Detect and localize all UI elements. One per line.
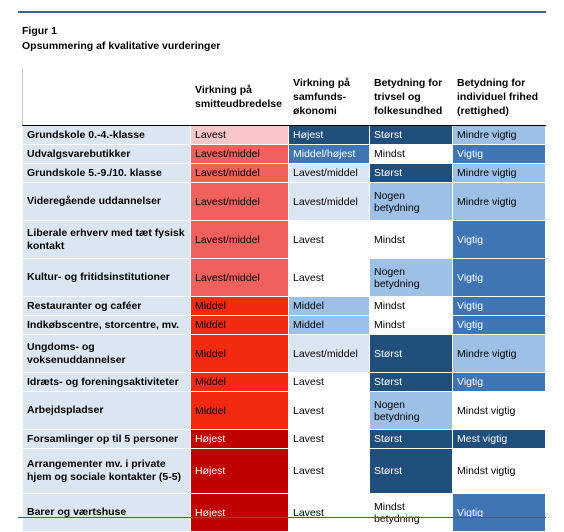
bottom-rule xyxy=(18,517,546,518)
cell-wellbeing: Størst xyxy=(369,429,453,449)
cell-economy: Middel xyxy=(288,315,370,335)
figure-title: Opsummering af kvalitative vurderinger xyxy=(22,40,221,52)
cell-spread: Middel xyxy=(190,334,289,373)
cell-freedom: Vigtig xyxy=(452,372,546,392)
row-label: Videregående uddannelser xyxy=(22,182,191,221)
cell-wellbeing: Størst xyxy=(369,334,453,373)
row-label: Forsamlinger op til 5 personer xyxy=(22,429,191,449)
row-label: Liberale erhverv med tæt fysisk kontakt xyxy=(22,220,191,259)
row-label: Barer og værtshuse xyxy=(22,493,191,532)
cell-freedom: Mest vigtig xyxy=(452,429,546,449)
cell-economy: Lavest/middel xyxy=(288,334,370,373)
cell-spread: Højest xyxy=(190,493,289,532)
cell-spread: Lavest/middel xyxy=(190,220,289,259)
cell-spread: Lavest/middel xyxy=(190,163,289,183)
cell-economy: Lavest xyxy=(288,220,370,259)
cell-economy: Lavest xyxy=(288,391,370,430)
corner-cell xyxy=(22,68,191,126)
column-header-spread: Virkning på smitteudbredelse xyxy=(190,68,289,126)
cell-wellbeing: Mindst xyxy=(369,144,453,164)
cell-economy: Højest xyxy=(288,125,370,145)
top-rule xyxy=(18,11,546,13)
header-row: Virkning på smitteudbredelse Virkning på… xyxy=(22,68,546,126)
cell-economy: Lavest xyxy=(288,448,370,494)
cell-wellbeing: Mindst xyxy=(369,315,453,335)
cell-freedom: Vigtig xyxy=(452,220,546,259)
cell-spread: Lavest/middel xyxy=(190,258,289,297)
cell-freedom: Mindst vigtig xyxy=(452,448,546,494)
table-row: Grundskole 5.-9./10. klasse Lavest/midde… xyxy=(22,163,546,183)
cell-freedom: Vigtig xyxy=(452,296,546,316)
cell-spread: Lavest/middel xyxy=(190,144,289,164)
cell-spread: Middel xyxy=(190,391,289,430)
cell-wellbeing: Nogen betydning xyxy=(369,182,453,221)
row-label: Kultur- og fritidsinstitutioner xyxy=(22,258,191,297)
table-row: Grundskole 0.-4.-klasse Lavest Højest St… xyxy=(22,125,546,145)
row-label: Indkøbscentre, storcentre, mv. xyxy=(22,315,191,335)
table-row: Videregående uddannelser Lavest/middel L… xyxy=(22,182,546,221)
row-label: Grundskole 5.-9./10. klasse xyxy=(22,163,191,183)
column-header-wellbeing: Betydning for trivsel og folkesundhed xyxy=(369,68,453,126)
row-label: Ungdoms- og voksenuddannelser xyxy=(22,334,191,373)
cell-economy: Lavest/middel xyxy=(288,163,370,183)
cell-economy: Lavest xyxy=(288,429,370,449)
cell-freedom: Vigtig xyxy=(452,315,546,335)
row-label: Idræts- og foreningsaktiviteter xyxy=(22,372,191,392)
table-row: Kultur- og fritidsinstitutioner Lavest/m… xyxy=(22,258,546,297)
cell-spread: Højest xyxy=(190,448,289,494)
cell-freedom: Vigtig xyxy=(452,258,546,297)
table-row: Udvalgsvarebutikker Lavest/middel Middel… xyxy=(22,144,546,164)
cell-spread: Middel xyxy=(190,296,289,316)
cell-freedom: Mindre vigtig xyxy=(452,334,546,373)
row-label: Arrangementer mv. i private hjem og soci… xyxy=(22,448,191,494)
cell-wellbeing: Nogen betydning xyxy=(369,391,453,430)
table-row: Indkøbscentre, storcentre, mv. Middel Mi… xyxy=(22,315,546,335)
cell-economy: Lavest xyxy=(288,258,370,297)
cell-wellbeing: Mindst xyxy=(369,220,453,259)
figure-label: Figur 1 xyxy=(22,25,58,37)
cell-economy: Lavest/middel xyxy=(288,182,370,221)
cell-freedom: Vigtig xyxy=(452,493,546,532)
cell-economy: Middel/højest xyxy=(288,144,370,164)
column-header-economy: Virkning på samfunds-økonomi xyxy=(288,68,370,126)
cell-freedom: Mindre vigtig xyxy=(452,163,546,183)
table-row: Arbejdspladser Middel Lavest Nogen betyd… xyxy=(22,391,546,430)
cell-freedom: Vigtig xyxy=(452,144,546,164)
cell-economy: Lavest xyxy=(288,493,370,532)
column-header-freedom: Betydning for individuel frihed (rettigh… xyxy=(452,68,546,126)
table-row: Liberale erhverv med tæt fysisk kontakt … xyxy=(22,220,546,259)
table-row: Restauranter og caféer Middel Middel Min… xyxy=(22,296,546,316)
row-label: Arbejdspladser xyxy=(22,391,191,430)
cell-wellbeing: Nogen betydning xyxy=(369,258,453,297)
table-row: Ungdoms- og voksenuddannelser Middel Lav… xyxy=(22,334,546,373)
table-row: Barer og værtshuse Højest Lavest Mindst … xyxy=(22,493,546,532)
cell-spread: Middel xyxy=(190,372,289,392)
table-row: Forsamlinger op til 5 personer Højest La… xyxy=(22,429,546,449)
cell-spread: Lavest/middel xyxy=(190,182,289,221)
cell-economy: Lavest xyxy=(288,372,370,392)
cell-wellbeing: Mindst xyxy=(369,296,453,316)
cell-wellbeing: Størst xyxy=(369,448,453,494)
cell-freedom: Mindst vigtig xyxy=(452,391,546,430)
cell-wellbeing: Mindst betydning xyxy=(369,493,453,532)
cell-spread: Middel xyxy=(190,315,289,335)
row-label: Restauranter og caféer xyxy=(22,296,191,316)
cell-spread: Højest xyxy=(190,429,289,449)
row-label: Udvalgsvarebutikker xyxy=(22,144,191,164)
table-row: Arrangementer mv. i private hjem og soci… xyxy=(22,448,546,494)
cell-wellbeing: Størst xyxy=(369,372,453,392)
cell-wellbeing: Størst xyxy=(369,125,453,145)
cell-freedom: Mindre vigtig xyxy=(452,182,546,221)
cell-spread: Lavest xyxy=(190,125,289,145)
cell-economy: Middel xyxy=(288,296,370,316)
cell-freedom: Mindre vigtig xyxy=(452,125,546,145)
row-label: Grundskole 0.-4.-klasse xyxy=(22,125,191,145)
assessment-table: Virkning på smitteudbredelse Virkning på… xyxy=(22,68,546,532)
cell-wellbeing: Størst xyxy=(369,163,453,183)
table-row: Idræts- og foreningsaktiviteter Middel L… xyxy=(22,372,546,392)
